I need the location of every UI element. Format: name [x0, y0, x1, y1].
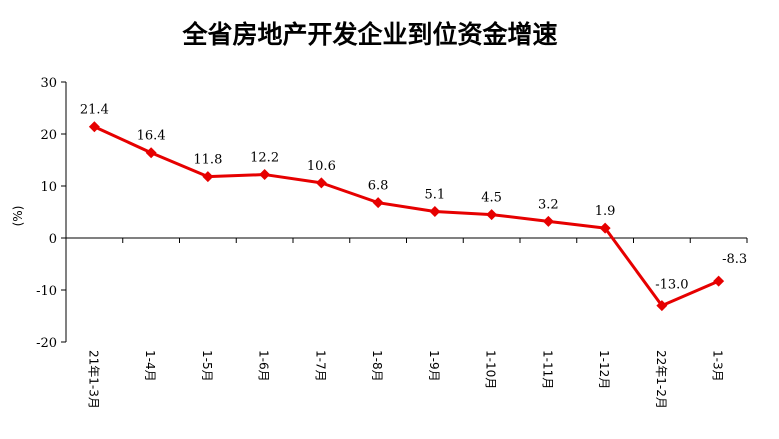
x-tick-label: 1-4月: [143, 350, 157, 382]
x-tick-label: 1-9月: [427, 350, 441, 382]
x-tick-label: 1-6月: [257, 350, 271, 382]
x-tick-label: 1-11月: [540, 350, 554, 389]
data-label: -8.3: [722, 252, 747, 267]
y-axis-label: (%): [11, 206, 25, 227]
data-point: [315, 177, 327, 189]
data-label: 10.6: [307, 159, 336, 174]
data-point: [486, 209, 498, 221]
chart-title: 全省房地产开发企业到位资金增速: [181, 20, 557, 49]
x-tick-label: 1-12月: [597, 350, 611, 389]
x-tick-label: 1-7月: [313, 350, 327, 382]
data-label: 6.8: [368, 179, 389, 194]
data-label: 21.4: [80, 103, 109, 118]
y-tick-label: 30: [40, 76, 57, 91]
x-tick-label: 22年1-2月: [654, 350, 668, 409]
data-point: [88, 121, 100, 133]
x-tick-label: 1-3月: [711, 350, 725, 382]
data-label: 1.9: [595, 204, 616, 219]
y-tick-label: -20: [36, 336, 57, 351]
data-point: [145, 147, 157, 159]
y-tick-label: 10: [40, 180, 57, 195]
data-point: [713, 275, 725, 287]
data-point: [599, 222, 611, 234]
data-label: 3.2: [538, 197, 559, 212]
y-tick-label: -10: [36, 284, 57, 299]
data-point: [429, 205, 441, 217]
x-tick-label: 1-8月: [370, 350, 384, 382]
data-point: [656, 300, 668, 312]
data-label: 11.8: [193, 153, 222, 168]
data-label: -13.0: [655, 278, 688, 293]
x-tick-label: 1-10月: [484, 350, 498, 389]
x-tick-label: 21年1-3月: [86, 350, 100, 409]
data-point: [202, 171, 214, 183]
y-tick-label: 0: [49, 232, 57, 247]
axes: 30 20 10 0 -10 -20 21年1-3月 1-4月 1-5月 1-6月 1-7月 1-8月…: [36, 76, 748, 409]
x-tick-label: 1-5月: [200, 350, 214, 382]
data-label: 16.4: [137, 129, 166, 144]
data-point: [372, 197, 384, 209]
data-label: 12.2: [250, 151, 279, 166]
plot-area: 21.4 16.4 11.8 12.2 10.6 6.8 5.1 4.5 3.2 1.9 -13.0…: [80, 103, 747, 312]
y-tick-label: 20: [40, 128, 57, 143]
data-label: 5.1: [425, 187, 446, 202]
series-line: [93, 125, 720, 308]
data-point: [542, 215, 554, 227]
data-point: [259, 169, 271, 181]
data-label: 4.5: [481, 191, 502, 206]
